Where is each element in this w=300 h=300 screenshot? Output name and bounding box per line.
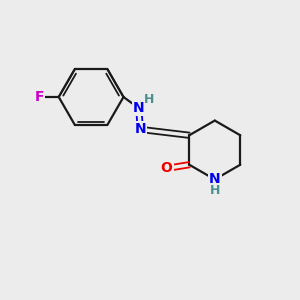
Text: H: H xyxy=(144,93,154,106)
Text: N: N xyxy=(134,122,146,136)
Text: F: F xyxy=(35,90,44,104)
Text: O: O xyxy=(161,161,172,175)
Text: H: H xyxy=(210,184,220,197)
Text: N: N xyxy=(133,101,145,115)
Text: N: N xyxy=(209,172,220,186)
